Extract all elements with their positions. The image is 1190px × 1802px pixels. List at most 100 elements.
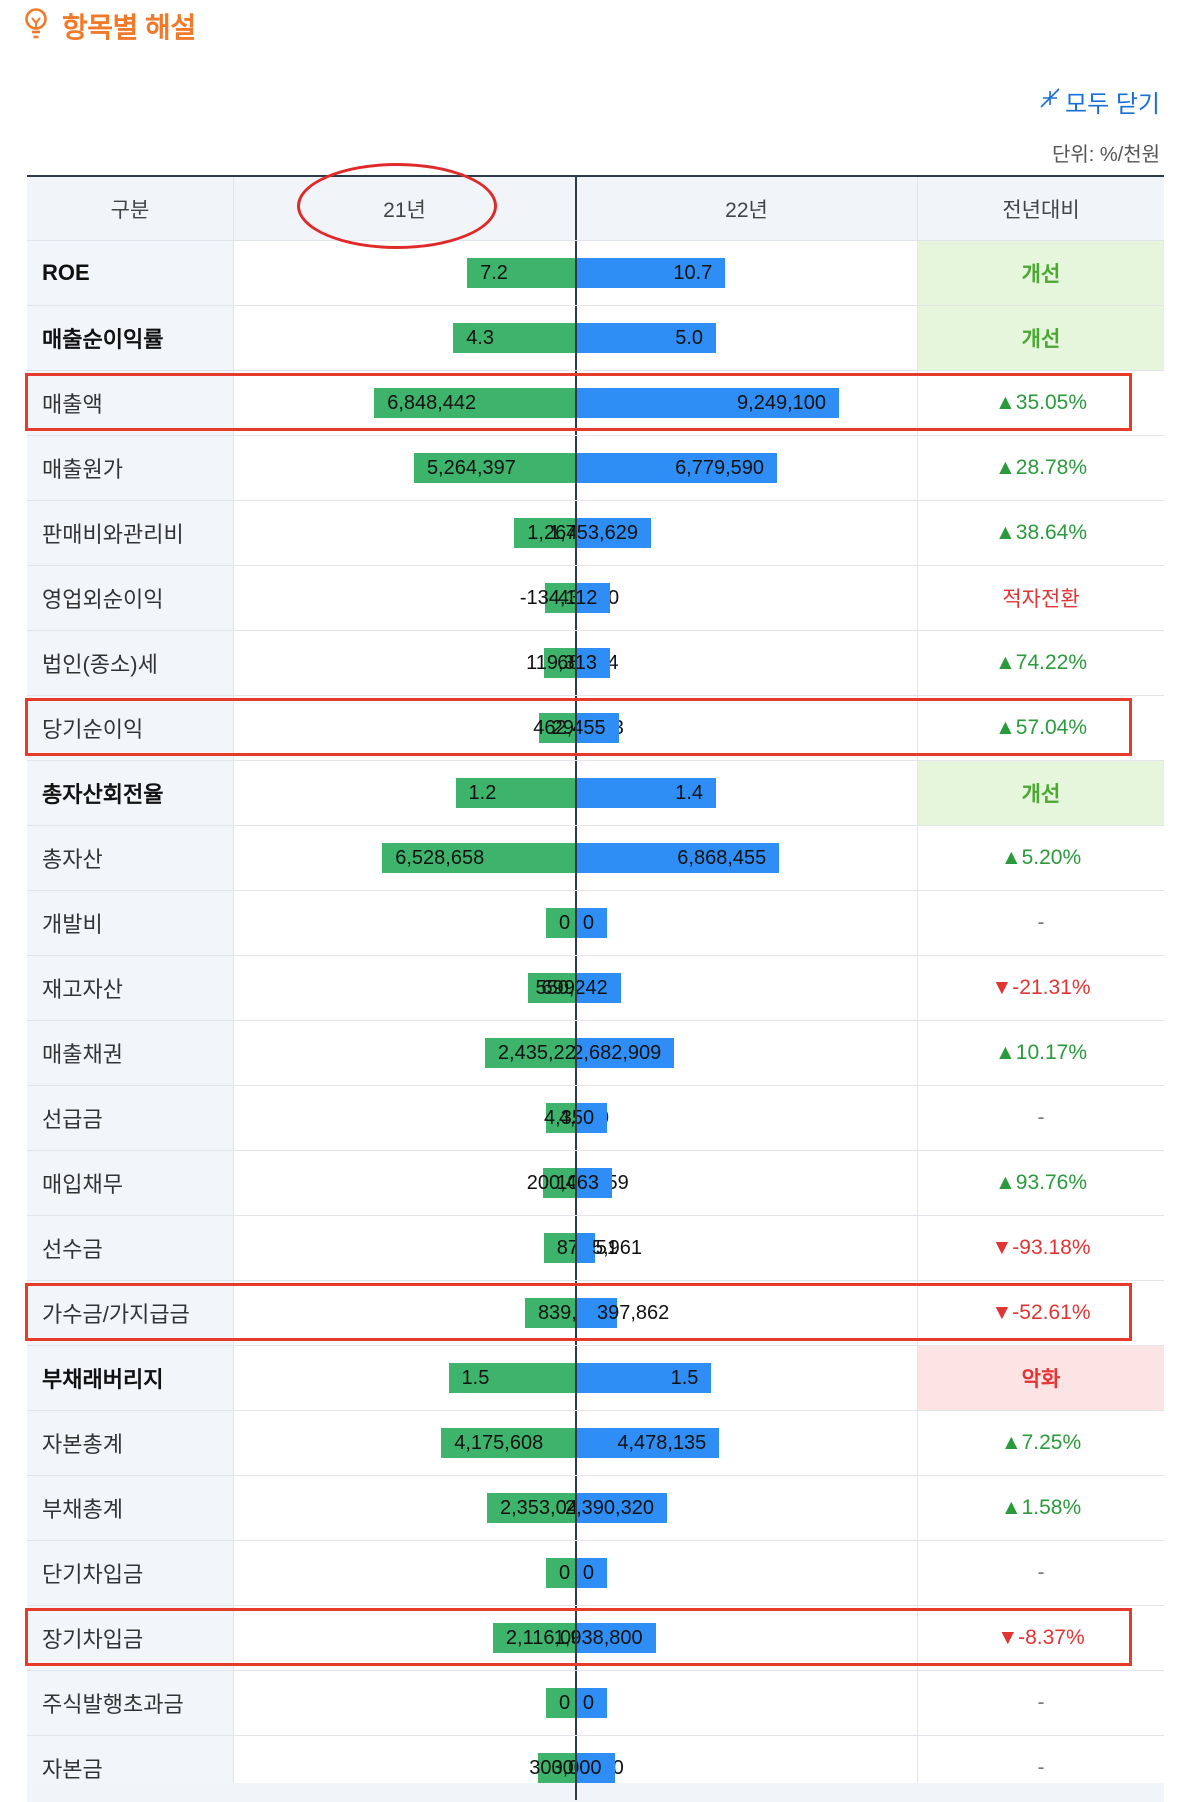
header-2022: 22년 — [576, 177, 918, 240]
bar-2022: 200,463 — [527, 1168, 613, 1198]
value-2021: 1.2 — [468, 781, 497, 804]
change-indicator: ▲57.04% — [994, 716, 1087, 739]
table-row[interactable]: ROE 7.2 10.7 개선 — [27, 241, 1164, 306]
value-2022: 4,350 — [544, 1106, 595, 1129]
bar-2022: 119,313 — [526, 648, 610, 678]
cell-2022 — [576, 696, 918, 760]
table-row[interactable]: 총자산회전율 1.2 1.4 개선 — [27, 761, 1164, 826]
table-row[interactable]: 매출순이익률 4.3 5.0 개선 — [27, 306, 1164, 371]
row-label: 선급금 — [27, 1086, 234, 1150]
table-row[interactable]: 재고자산699,221550,242▼-21.31% — [27, 956, 1164, 1021]
value-2022: 300,000 — [529, 1756, 602, 1779]
change-indicator: - — [1037, 1691, 1045, 1714]
bar-2022: 1.5 — [577, 1363, 712, 1393]
bar-2021: 7.2 — [467, 258, 576, 288]
bar-2021: 87,451 — [543, 1233, 618, 1263]
center-axis — [575, 1606, 577, 1670]
bar-2022: 1,938,800 — [554, 1623, 656, 1653]
bar-2021: 5,264,397 — [413, 453, 576, 483]
table-header: 구분 21년 22년 전년대비 — [27, 177, 1164, 241]
change-indicator: ▲74.22% — [994, 651, 1087, 674]
table-row[interactable]: 매출채권 2,435,228 2,682,909 ▲10.17% — [27, 1021, 1164, 1086]
table-row[interactable]: 가수금/가지급금 839,558397,862 ▼-52.61% — [27, 1281, 1164, 1346]
bar-2022: 5.0 — [577, 323, 717, 353]
value-2022: 462,455 — [533, 716, 606, 739]
bar-2022: 300,000 — [529, 1753, 615, 1783]
table-row[interactable]: 부채총계 2,353,049 2,390,320 ▲1.58% — [27, 1476, 1164, 1541]
table-row[interactable]: 단기차입금 0 0 - — [27, 1541, 1164, 1606]
value-2021: 7.2 — [480, 261, 508, 284]
change-indicator: ▼-8.37% — [997, 1626, 1085, 1649]
cell-2021 — [234, 1216, 576, 1280]
value-2022: 2,682,909 — [572, 1041, 662, 1064]
cell-2021 — [234, 631, 576, 695]
change-indicator: 개선 — [918, 761, 1164, 825]
bar-2022: 1.4 — [577, 778, 717, 808]
center-axis — [575, 306, 577, 370]
bar-2022 — [577, 1233, 595, 1263]
change-indicator: - — [1037, 1561, 1045, 1584]
table-row[interactable]: 총자산 6,528,658 6,868,455 ▲5.20% — [27, 826, 1164, 891]
table-row[interactable]: 법인(종소)세68,484119,313▲74.22% — [27, 631, 1164, 696]
collapse-icon — [1039, 87, 1061, 116]
collapse-all-button[interactable]: 모두 닫기 — [1039, 84, 1160, 119]
table-row[interactable]: 매출원가 5,264,397 6,779,590 ▲28.78% — [27, 436, 1164, 501]
value-2021: 2,353,049 — [499, 1496, 589, 1519]
center-axis — [575, 436, 577, 500]
center-axis — [575, 826, 577, 890]
row-label: 매출순이익률 — [27, 306, 234, 370]
bar-2022: 1,753,629 — [549, 518, 651, 548]
table-row[interactable]: 매출액 6,848,442 9,249,100 ▲35.05% — [27, 371, 1164, 436]
value-2022: 200,463 — [526, 1171, 600, 1194]
value-2021: 2,116,000 — [505, 1626, 594, 1649]
table-row[interactable]: 판매비와관리비 1,264,907 1,753,629 ▲38.64% — [27, 501, 1164, 566]
section-title-text: 항목별 해설 — [62, 12, 196, 43]
value-2021: 0 — [559, 1691, 571, 1714]
change-indicator: 적자전환 — [1002, 588, 1080, 611]
cell-2021 — [234, 1671, 576, 1735]
value-2022: 1.5 — [670, 1366, 699, 1389]
table-row[interactable]: 장기차입금 2,116,000 1,938,800 ▼-8.37% — [27, 1606, 1164, 1671]
center-axis — [575, 891, 577, 955]
row-label: 매입채무 — [27, 1151, 234, 1215]
collapse-all-label: 모두 닫기 — [1065, 91, 1160, 118]
unit-label: 단위: %/천원 — [1051, 144, 1160, 166]
bar-2021: 6,528,658 — [382, 843, 576, 873]
row-label: 매출채권 — [27, 1021, 234, 1085]
value-2022: 119,313 — [526, 651, 597, 674]
bar-2022: 6,779,590 — [577, 453, 778, 483]
table-row[interactable]: 부채래버리지 1.5 1.5 악화 — [27, 1346, 1164, 1411]
cell-2022 — [576, 566, 918, 630]
value-2021: 4.3 — [466, 326, 494, 349]
center-axis — [575, 1346, 577, 1410]
row-label: 주식발행초과금 — [27, 1671, 234, 1735]
table-row[interactable]: 개발비 0 0 - — [27, 891, 1164, 956]
value-2022: 2,390,320 — [564, 1496, 654, 1519]
value-2022: 1,753,629 — [549, 521, 638, 544]
table-row[interactable]: 당기순이익294,483462,455▲57.04% — [27, 696, 1164, 761]
change-indicator: ▲28.78% — [994, 456, 1087, 479]
cell-2022 — [576, 436, 918, 500]
bar-2022: -134,112 — [520, 583, 611, 613]
cell-2022 — [576, 1021, 918, 1085]
row-label: 판매비와관리비 — [27, 501, 234, 565]
center-axis — [575, 1671, 577, 1735]
value-2021: 5,264,397 — [426, 456, 516, 479]
value-2022: 6,868,455 — [677, 846, 767, 869]
table-row[interactable]: 주식발행초과금 0 0 - — [27, 1671, 1164, 1736]
table-row[interactable]: 매입채무103,459200,463▲93.76% — [27, 1151, 1164, 1216]
bar-2022: 550,242 — [536, 973, 621, 1003]
bar-2021: 4,175,608 — [441, 1428, 576, 1458]
cell-2022 — [576, 761, 918, 825]
cell-2022 — [576, 1671, 918, 1735]
change-indicator: ▲38.64% — [994, 521, 1087, 544]
row-label: 자본총계 — [27, 1411, 234, 1475]
cell-2021 — [234, 696, 576, 760]
table-row[interactable]: 자본총계 4,175,608 4,478,135 ▲7.25% — [27, 1411, 1164, 1476]
change-indicator: 개선 — [918, 241, 1164, 305]
table-row[interactable]: 선수금 87,4515,961 ▼-93.18% — [27, 1216, 1164, 1281]
cell-2021 — [234, 1541, 576, 1605]
row-label: 당기순이익 — [27, 696, 234, 760]
